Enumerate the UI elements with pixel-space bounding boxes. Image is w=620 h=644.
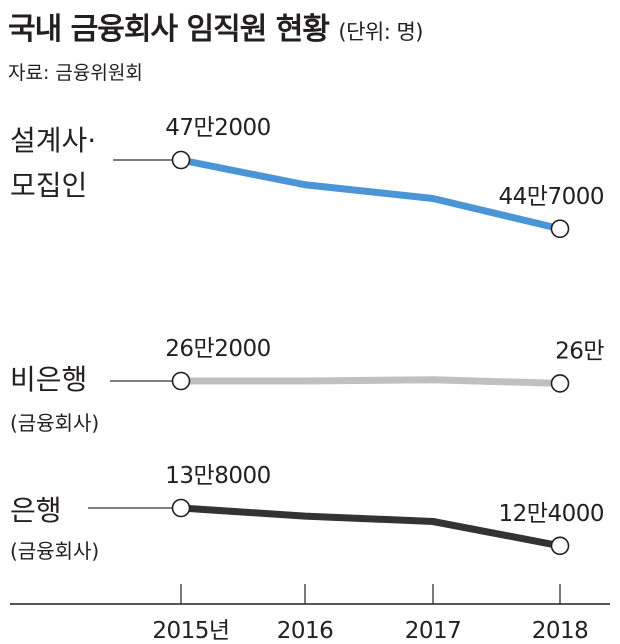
series-sublabel-bank: (금융회사) bbox=[10, 539, 99, 563]
source-note: 자료: 금융위원회 bbox=[8, 62, 143, 84]
chart-title: 국내 금융회사 임직원 현황 (단위: 명) bbox=[8, 4, 423, 48]
series-line-nonbank bbox=[181, 376, 561, 387]
series-line-bank bbox=[180, 504, 561, 550]
point-end-agents bbox=[550, 219, 570, 239]
data-label-end-agents: 44만7000 bbox=[499, 184, 604, 210]
series-label-agents: 설계사· bbox=[10, 124, 96, 157]
x-tick-label: 2017 bbox=[405, 618, 462, 644]
series-label-nonbank: 비은행 bbox=[10, 363, 87, 396]
series-line-agents bbox=[180, 156, 561, 233]
point-start-bank bbox=[171, 498, 191, 518]
data-label-start-agents: 47만2000 bbox=[165, 115, 270, 141]
x-tick-label: 2018 bbox=[532, 618, 589, 644]
point-end-bank bbox=[550, 536, 570, 556]
point-end-nonbank bbox=[550, 374, 570, 393]
point-start-nonbank bbox=[171, 371, 191, 391]
x-tick-label: 2016 bbox=[277, 618, 334, 644]
point-start-agents bbox=[171, 150, 191, 170]
data-label-start-nonbank: 26만2000 bbox=[165, 336, 270, 362]
series-sublabel-nonbank: (금융회사) bbox=[10, 411, 99, 435]
data-label-end-bank: 12만4000 bbox=[499, 501, 604, 527]
data-label-start-bank: 13만8000 bbox=[165, 463, 270, 489]
series-label-agents: 모집인 bbox=[10, 169, 87, 202]
chart-title-text: 국내 금융회사 임직원 현황 bbox=[8, 12, 330, 47]
data-label-end-nonbank: 26만 bbox=[555, 338, 604, 364]
series-label-bank: 은행 bbox=[10, 494, 62, 527]
unit-note: (단위: 명) bbox=[338, 20, 423, 44]
x-tick-label: 2015년 bbox=[152, 618, 229, 644]
